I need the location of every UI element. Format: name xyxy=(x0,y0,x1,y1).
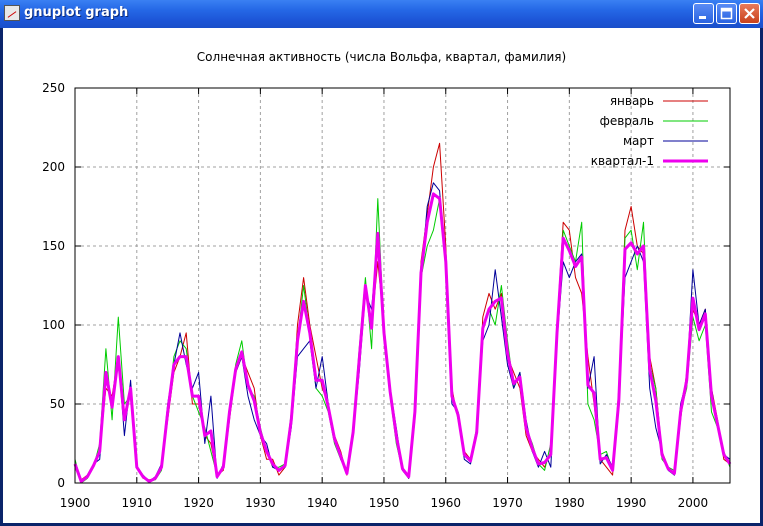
x-tick-label: 1950 xyxy=(369,496,400,510)
x-tick-label: 1910 xyxy=(122,496,153,510)
x-tick-label: 1920 xyxy=(183,496,214,510)
series-line-1 xyxy=(74,142,731,481)
x-tick-label: 2000 xyxy=(678,496,709,510)
plot-area: Солнечная активность (числа Вольфа, квар… xyxy=(3,28,760,523)
x-tick-label: 1930 xyxy=(245,496,276,510)
y-tick-label: 250 xyxy=(42,81,65,95)
legend-label: январь xyxy=(610,94,654,108)
chart-title: Солнечная активность (числа Вольфа, квар… xyxy=(196,50,567,64)
close-icon xyxy=(744,8,755,19)
maximize-button[interactable] xyxy=(716,3,737,24)
x-tick-label: 1970 xyxy=(492,496,523,510)
legend-label: март xyxy=(623,134,654,148)
y-tick-label: 200 xyxy=(42,160,65,174)
x-tick-label: 1960 xyxy=(430,496,461,510)
x-tick-label: 1980 xyxy=(554,496,585,510)
window-title: gnuplot graph xyxy=(24,5,129,20)
minimize-button[interactable] xyxy=(693,3,714,24)
x-tick-label: 1990 xyxy=(616,496,647,510)
y-tick-label: 100 xyxy=(42,318,65,332)
legend-label: квартал-1 xyxy=(591,154,654,168)
gnuplot-app-icon[interactable] xyxy=(4,5,20,21)
x-tick-label: 1900 xyxy=(60,496,91,510)
minimize-icon xyxy=(699,16,706,19)
maximize-icon xyxy=(720,7,733,20)
series-line-4 xyxy=(73,192,732,483)
y-tick-label: 50 xyxy=(50,397,65,411)
x-tick-label: 1940 xyxy=(307,496,338,510)
title-bar[interactable]: gnuplot graph xyxy=(0,0,763,28)
close-button[interactable] xyxy=(739,3,760,24)
y-tick-label: 150 xyxy=(42,239,65,253)
legend-label: февраль xyxy=(600,114,654,128)
series-line-3 xyxy=(74,182,731,482)
y-tick-label: 0 xyxy=(57,476,65,490)
plot-border xyxy=(74,87,731,484)
series-line-2 xyxy=(74,198,731,484)
chart-svg: 0 50 100 150 200 250 1900 1910 1920 1930 1940 1950 1… xyxy=(42,81,732,510)
